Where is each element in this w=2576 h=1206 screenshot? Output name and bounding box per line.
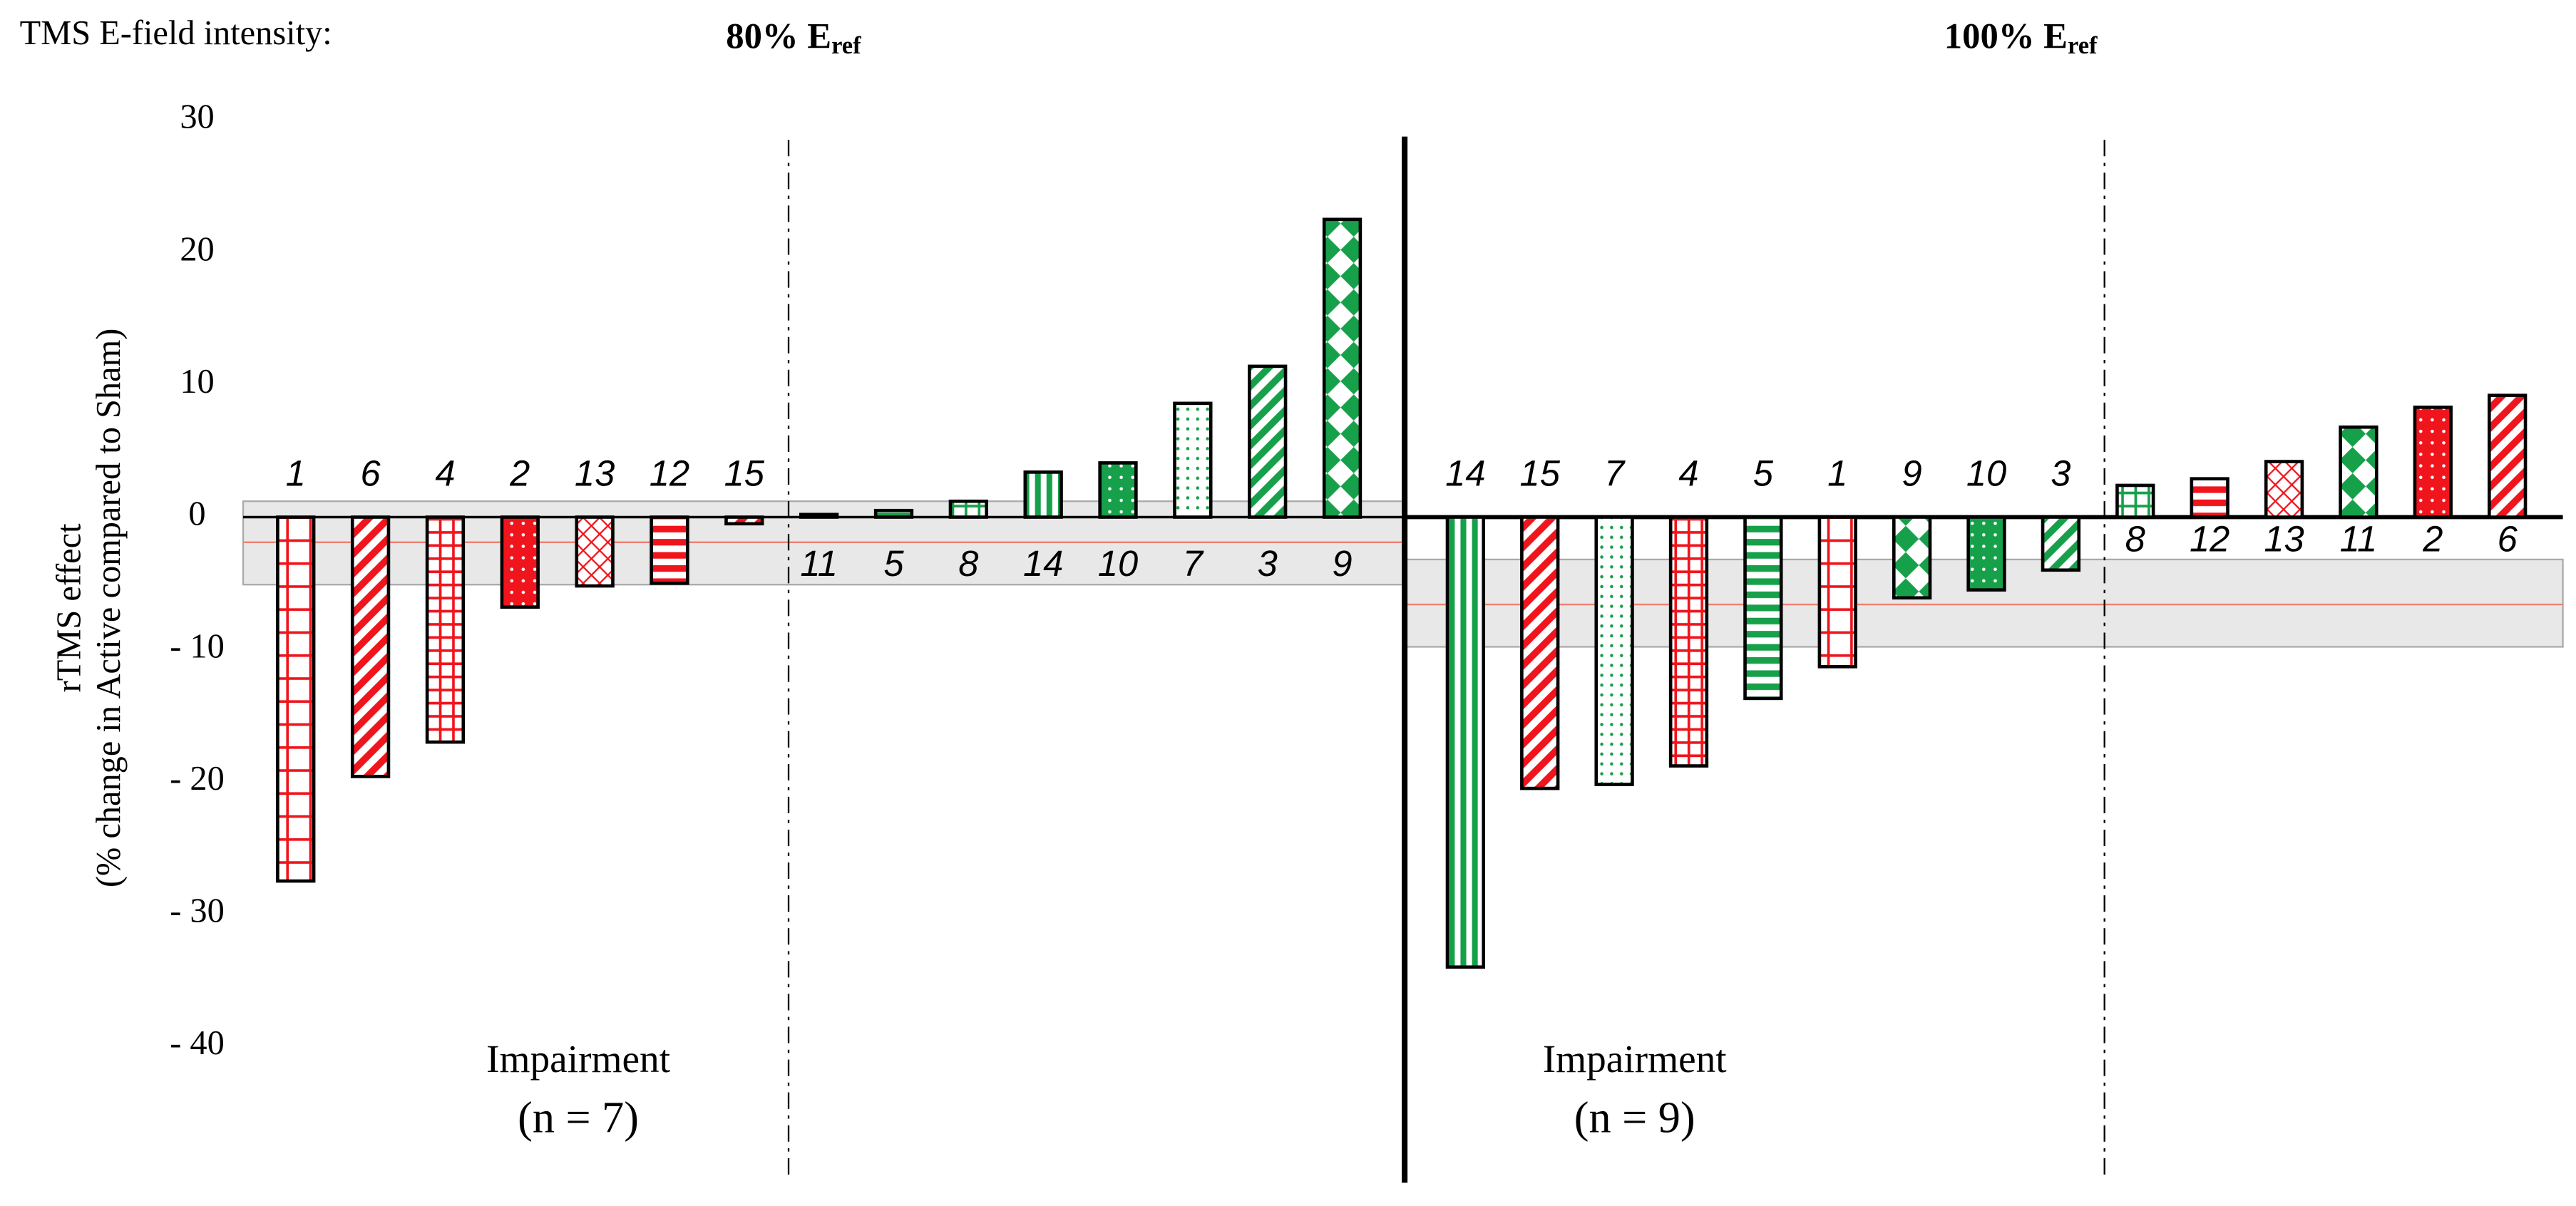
annotation: Impairment [486, 1037, 671, 1081]
bar-label: 8 [958, 543, 978, 584]
bar-label: 4 [1678, 453, 1698, 493]
bar [575, 515, 615, 588]
bar-label: 8 [2125, 518, 2145, 559]
bar-label: 7 [1183, 543, 1204, 584]
title-sub: ref [2068, 32, 2098, 59]
bar-label: 11 [2340, 518, 2378, 559]
bar-label: 15 [724, 453, 765, 493]
y-tick-label: - 40 [170, 1024, 225, 1062]
y-tick-label: - 10 [170, 627, 225, 665]
bar [948, 499, 988, 519]
title: 100% E [1944, 16, 2068, 56]
bar [1445, 515, 1486, 969]
bar [425, 515, 466, 744]
header: TMS E-field intensity: [20, 14, 332, 52]
y-tick-label: - 20 [170, 760, 225, 798]
y-tick-label: 0 [188, 495, 205, 533]
bar-label: 11 [800, 543, 838, 584]
annotation: (n = 9) [1574, 1093, 1695, 1142]
bar-label: 14 [1023, 543, 1063, 584]
bar-label: 1 [1827, 453, 1847, 493]
bar-label: 6 [360, 453, 381, 493]
bar [2488, 393, 2528, 519]
bar-label: 2 [2422, 518, 2443, 559]
bar [1098, 461, 1138, 519]
bar [1023, 470, 1063, 519]
y-axis-title: (% change in Active compared to Sham) [90, 329, 128, 888]
bar [500, 515, 540, 609]
bar-label: 12 [2190, 518, 2229, 559]
bar [873, 508, 914, 519]
bar-label: 15 [1520, 453, 1561, 493]
bar [2339, 425, 2379, 519]
bar-label: 3 [2051, 453, 2070, 493]
bar-label: 7 [1604, 453, 1626, 493]
bar-label: 13 [2264, 518, 2304, 559]
bar [2190, 477, 2229, 519]
annotation: (n = 7) [518, 1093, 639, 1142]
bar [1668, 515, 1709, 768]
bar [1743, 515, 1783, 701]
y-tick-label: 20 [180, 230, 214, 268]
y-axis-title: rTMS effect [50, 523, 88, 692]
bar-label: 14 [1445, 453, 1485, 493]
bar [2264, 460, 2304, 519]
bar [276, 515, 316, 883]
bar [1594, 515, 1634, 786]
bar [650, 515, 689, 585]
annotation: Impairment [1543, 1037, 1728, 1081]
bar [2413, 406, 2453, 519]
bar-label: 12 [650, 453, 689, 493]
bar-label: 13 [575, 453, 615, 493]
title: 80% E [726, 16, 831, 56]
bar [1173, 401, 1213, 519]
bar-label: 2 [509, 453, 530, 493]
bar [1892, 515, 1932, 600]
bar [1248, 364, 1288, 519]
panel-title: 80% Eref [726, 16, 861, 59]
bar-label: 10 [1966, 453, 2006, 493]
bar-label: 9 [1332, 543, 1352, 584]
bar-label: 10 [1098, 543, 1138, 584]
title-sub: ref [831, 32, 861, 59]
bar-label: 5 [1753, 453, 1774, 493]
bar-label: 3 [1258, 543, 1278, 584]
panel-title: 100% Eref [1944, 16, 2098, 59]
bar [1520, 515, 1560, 790]
bar [1322, 217, 1363, 519]
bar-label: 5 [883, 543, 904, 584]
bar [1817, 515, 1857, 669]
y-tick-label: - 30 [170, 892, 225, 930]
bar-label: 4 [435, 453, 455, 493]
bar [2041, 515, 2081, 572]
bar-label: 9 [1902, 453, 1922, 493]
bar-label: 1 [286, 453, 306, 493]
bar [2115, 483, 2155, 519]
y-tick-label: 10 [180, 363, 214, 401]
bar [799, 512, 839, 519]
bar [350, 515, 391, 778]
y-tick-label: 30 [180, 98, 214, 136]
bar-label: 6 [2498, 518, 2518, 559]
bar [724, 515, 764, 526]
bar [1966, 515, 2006, 592]
